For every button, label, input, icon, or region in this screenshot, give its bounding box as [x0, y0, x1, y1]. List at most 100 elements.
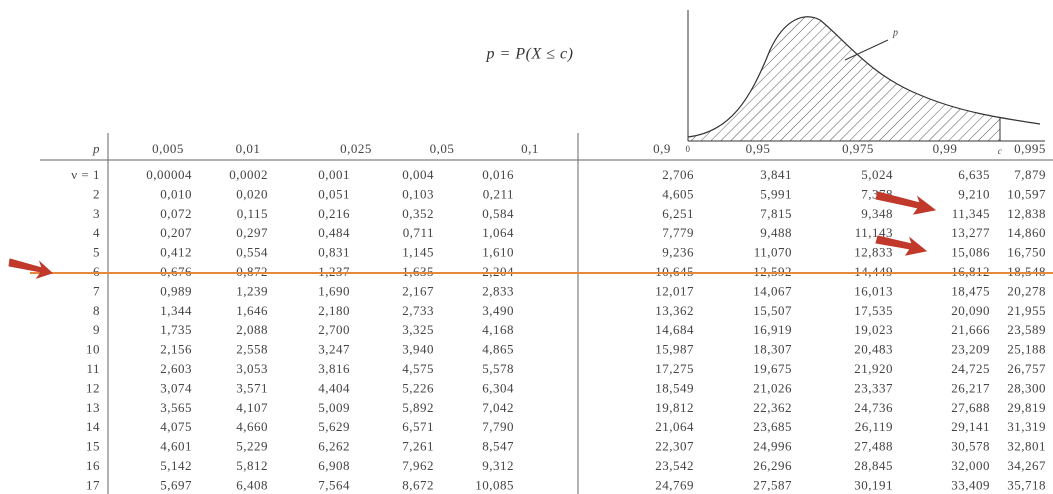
cell: 20,090 [951, 303, 990, 318]
cell: 12,838 [1007, 206, 1046, 221]
cell: 23,337 [854, 380, 893, 395]
cell: 0,004 [402, 167, 434, 182]
cell: 1,610 [482, 245, 514, 260]
row-label: 5 [93, 245, 100, 260]
cell: 6,635 [958, 167, 990, 182]
origin-label: 0 [686, 144, 691, 154]
cell: 1,064 [482, 225, 514, 240]
cell: 29,141 [951, 419, 990, 434]
cell: 2,156 [160, 342, 192, 357]
cell: 7,261 [402, 439, 434, 454]
cell: 4,865 [482, 342, 514, 357]
cell: 2,167 [402, 283, 434, 298]
cell: 20,278 [1007, 283, 1046, 298]
column-header: 0,1 [521, 141, 539, 156]
cell: 4,107 [236, 400, 268, 415]
cell: 28,300 [1007, 380, 1046, 395]
cell: 0,211 [483, 186, 514, 201]
cell: 3,841 [760, 167, 792, 182]
cell: 10,645 [655, 264, 694, 279]
hatched-area [688, 16, 1000, 141]
cell: 14,449 [854, 264, 893, 279]
cell: 11,143 [855, 225, 893, 240]
cell: 4,605 [662, 186, 694, 201]
cell: 7,962 [402, 458, 434, 473]
cell: 23,209 [951, 342, 990, 357]
cell: 4,575 [402, 361, 434, 376]
cell: 13,362 [655, 303, 694, 318]
cell: 6,262 [318, 439, 350, 454]
density-graph: p 0 c [686, 10, 1045, 156]
formula: p = P(X ≤ c) [486, 46, 574, 63]
arrow [875, 191, 937, 215]
cell: 16,812 [951, 264, 990, 279]
cell: 3,247 [318, 342, 350, 357]
cell: 8,547 [482, 439, 514, 454]
cell: 18,549 [655, 380, 694, 395]
cell: 5,697 [160, 477, 192, 492]
cell: 33,409 [951, 477, 990, 492]
cell: 0,001 [318, 167, 350, 182]
cell: 0,115 [237, 206, 268, 221]
table-body: p 0,005 0,01 0,025 0,05 0,1 0,9 0,95 0,975 0,99 0,… [71, 141, 1046, 492]
cell: 23,685 [753, 419, 792, 434]
cell: 0,484 [318, 225, 350, 240]
cell: 21,026 [753, 380, 792, 395]
cell: 19,812 [655, 400, 694, 415]
cell: 5,578 [482, 361, 514, 376]
cell: 11,345 [952, 206, 990, 221]
cell: 5,991 [760, 186, 792, 201]
cell: 13,277 [951, 225, 990, 240]
cell: 3,940 [402, 342, 434, 357]
cell: 7,564 [318, 477, 350, 492]
cell: 4,660 [236, 419, 268, 434]
cell: 15,507 [753, 303, 792, 318]
cell: 1,635 [402, 264, 434, 279]
cell: 2,733 [402, 303, 434, 318]
arrow [8, 258, 53, 279]
cell: 24,725 [951, 361, 990, 376]
cell: 21,920 [854, 361, 893, 376]
cell: 22,307 [655, 439, 694, 454]
row-label: 3 [93, 206, 100, 221]
cell: 26,757 [1007, 361, 1046, 376]
cell: 5,892 [402, 400, 434, 415]
cell: 18,475 [951, 283, 990, 298]
cell: 17,535 [854, 303, 893, 318]
cell: 0,216 [318, 206, 350, 221]
arrows [8, 191, 937, 279]
cell: 11,070 [754, 245, 792, 260]
cell: 23,542 [655, 458, 694, 473]
cell: 16,750 [1007, 245, 1046, 260]
cell: 9,312 [482, 458, 514, 473]
cell: 2,603 [160, 361, 192, 376]
cell: 2,706 [662, 167, 694, 182]
cell: 5,142 [160, 458, 192, 473]
cell: 23,589 [1007, 322, 1046, 337]
column-header: 0,025 [340, 141, 372, 156]
cell: 16,013 [854, 283, 893, 298]
cell: 7,790 [482, 419, 514, 434]
cell: 21,666 [951, 322, 990, 337]
row-label: ν = 1 [71, 167, 100, 182]
cell: 0,989 [160, 283, 192, 298]
cell: 14,067 [753, 283, 792, 298]
cell: 24,996 [753, 439, 792, 454]
cell: 0,051 [318, 186, 350, 201]
cell: 26,119 [855, 419, 893, 434]
row-label: 16 [86, 458, 100, 473]
cell: 6,908 [318, 458, 350, 473]
cell: 22,362 [753, 400, 792, 415]
cell: 7,815 [760, 206, 792, 221]
cell: 25,188 [1007, 342, 1046, 357]
cell: 10,085 [475, 477, 514, 492]
cell: 27,587 [753, 477, 792, 492]
cell: 18,307 [753, 342, 792, 357]
cell: 0,103 [402, 186, 434, 201]
cell: 14,860 [1007, 225, 1046, 240]
cell: 1,690 [318, 283, 350, 298]
cell: 19,023 [854, 322, 893, 337]
cell: 14,684 [655, 322, 694, 337]
cell: 6,571 [402, 419, 434, 434]
